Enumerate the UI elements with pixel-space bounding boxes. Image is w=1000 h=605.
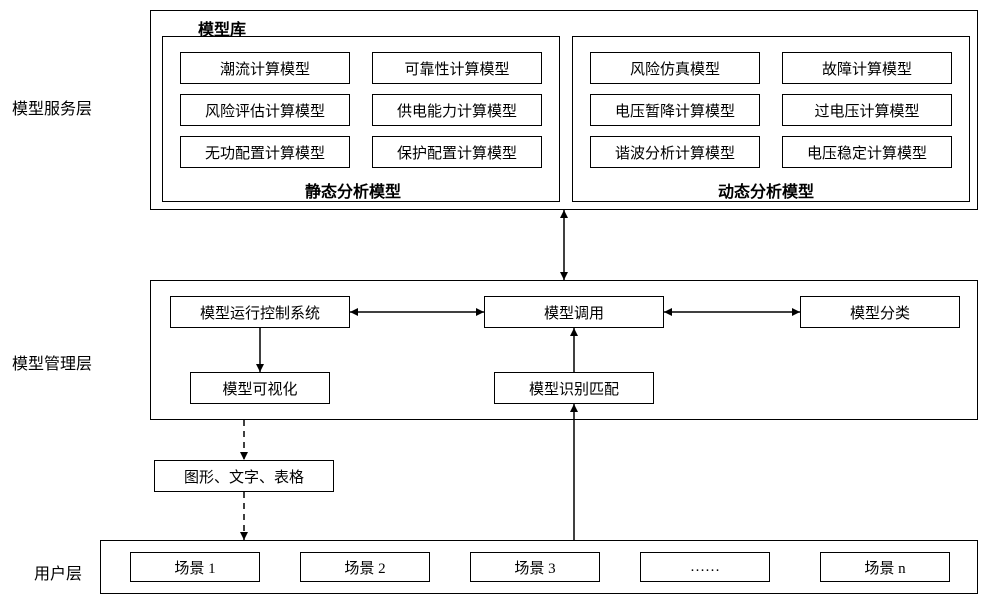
static-box: 可靠性计算模型 [372,52,542,84]
manage-classify-box: 模型分类 [800,296,960,328]
manage-runctrl-box: 模型运行控制系统 [170,296,350,328]
user-scene-box: 场景 2 [300,552,430,582]
user-scene-box: 场景 3 [470,552,600,582]
static-box: 保护配置计算模型 [372,136,542,168]
static-box: 无功配置计算模型 [180,136,350,168]
static-box: 风险评估计算模型 [180,94,350,126]
static-box: 供电能力计算模型 [372,94,542,126]
layer-label-manage: 模型管理层 [12,350,92,374]
dynamic-box: 故障计算模型 [782,52,952,84]
manage-match-box: 模型识别匹配 [494,372,654,404]
gtt-box: 图形、文字、表格 [154,460,334,492]
static-box: 潮流计算模型 [180,52,350,84]
user-scene-box: 场景 n [820,552,950,582]
dynamic-box: 电压暂降计算模型 [590,94,760,126]
dynamic-box: 过电压计算模型 [782,94,952,126]
manage-invoke-box: 模型调用 [484,296,664,328]
user-scene-box: …… [640,552,770,582]
user-scene-box: 场景 1 [130,552,260,582]
static-group-title: 静态分析模型 [305,178,401,202]
layer-label-user: 用户层 [34,560,82,584]
dynamic-box: 电压稳定计算模型 [782,136,952,168]
dynamic-group-title: 动态分析模型 [718,178,814,202]
dynamic-box: 风险仿真模型 [590,52,760,84]
dynamic-box: 谐波分析计算模型 [590,136,760,168]
layer-label-service: 模型服务层 [12,95,92,119]
manage-visual-box: 模型可视化 [190,372,330,404]
